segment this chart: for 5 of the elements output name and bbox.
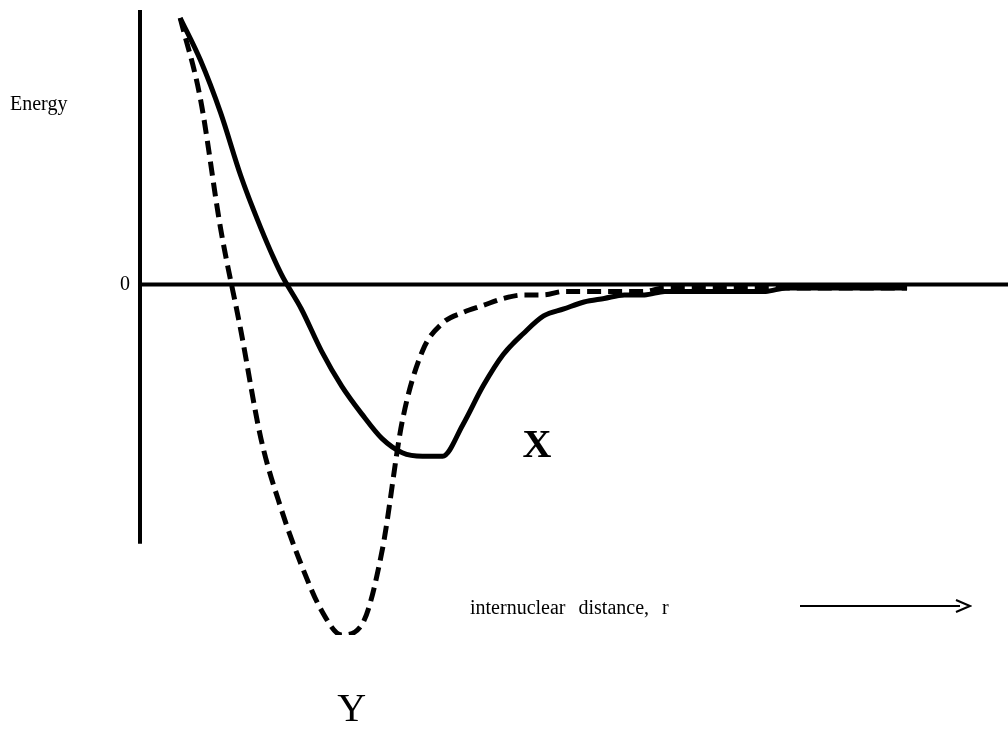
text: 0 [120, 271, 130, 294]
text: Energy [10, 92, 68, 116]
x-axis-title: internuclear distance, r [470, 596, 669, 619]
series-label: X [522, 420, 552, 466]
series-label: Y [337, 684, 367, 730]
